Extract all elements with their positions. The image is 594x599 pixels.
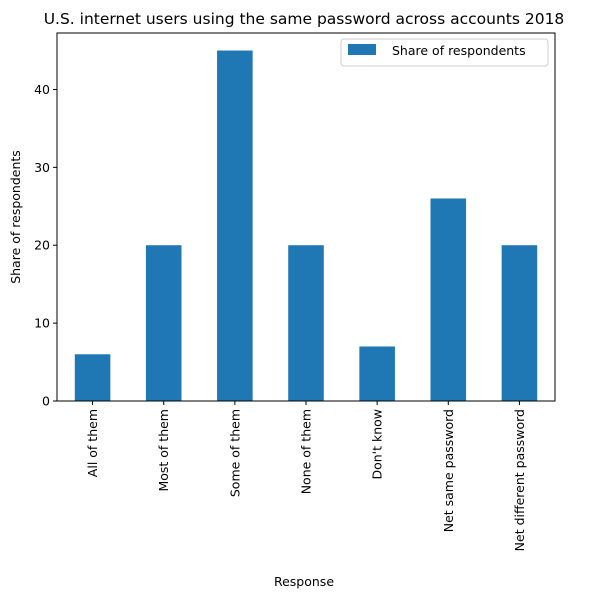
bar-2 — [217, 50, 253, 402]
x-tick-label-5: Net same password — [441, 409, 456, 532]
x-ticks-group: All of them Most of them Some of them None … — [85, 401, 527, 551]
x-axis-label: Response — [274, 574, 334, 589]
x-tick-label-0: All of them — [85, 409, 100, 477]
bar-5 — [430, 198, 467, 401]
legend-swatch — [348, 44, 376, 55]
y-tick-label-1: 10 — [34, 316, 50, 331]
legend-box — [340, 38, 549, 67]
bar-6 — [501, 245, 538, 401]
y-ticks-group: 0 10 20 30 40 — [34, 82, 57, 409]
x-tick-label-1: Most of them — [156, 409, 171, 492]
x-tick-label-4: Don't know — [370, 409, 385, 480]
legend: Share of respondents — [340, 38, 549, 67]
y-tick-label-2: 20 — [34, 238, 50, 253]
y-tick-label-0: 0 — [42, 394, 50, 409]
plot-frame — [56, 32, 556, 402]
y-tick-label-4: 40 — [34, 82, 50, 97]
legend-label: Share of respondents — [392, 43, 526, 58]
chart-title: U.S. internet users using the same passw… — [44, 10, 565, 28]
x-tick-label-2: Some of them — [227, 409, 242, 497]
x-tick-label-3: None of them — [299, 409, 314, 494]
bar-4 — [359, 346, 395, 401]
bar-3 — [288, 245, 324, 401]
bar-1 — [145, 245, 182, 401]
y-axis-label: Share of respondents — [8, 150, 23, 284]
y-tick-label-3: 30 — [34, 160, 50, 175]
x-tick-label-6: Net different password — [512, 409, 527, 551]
bars-group — [74, 50, 538, 402]
bar-0 — [74, 354, 111, 401]
